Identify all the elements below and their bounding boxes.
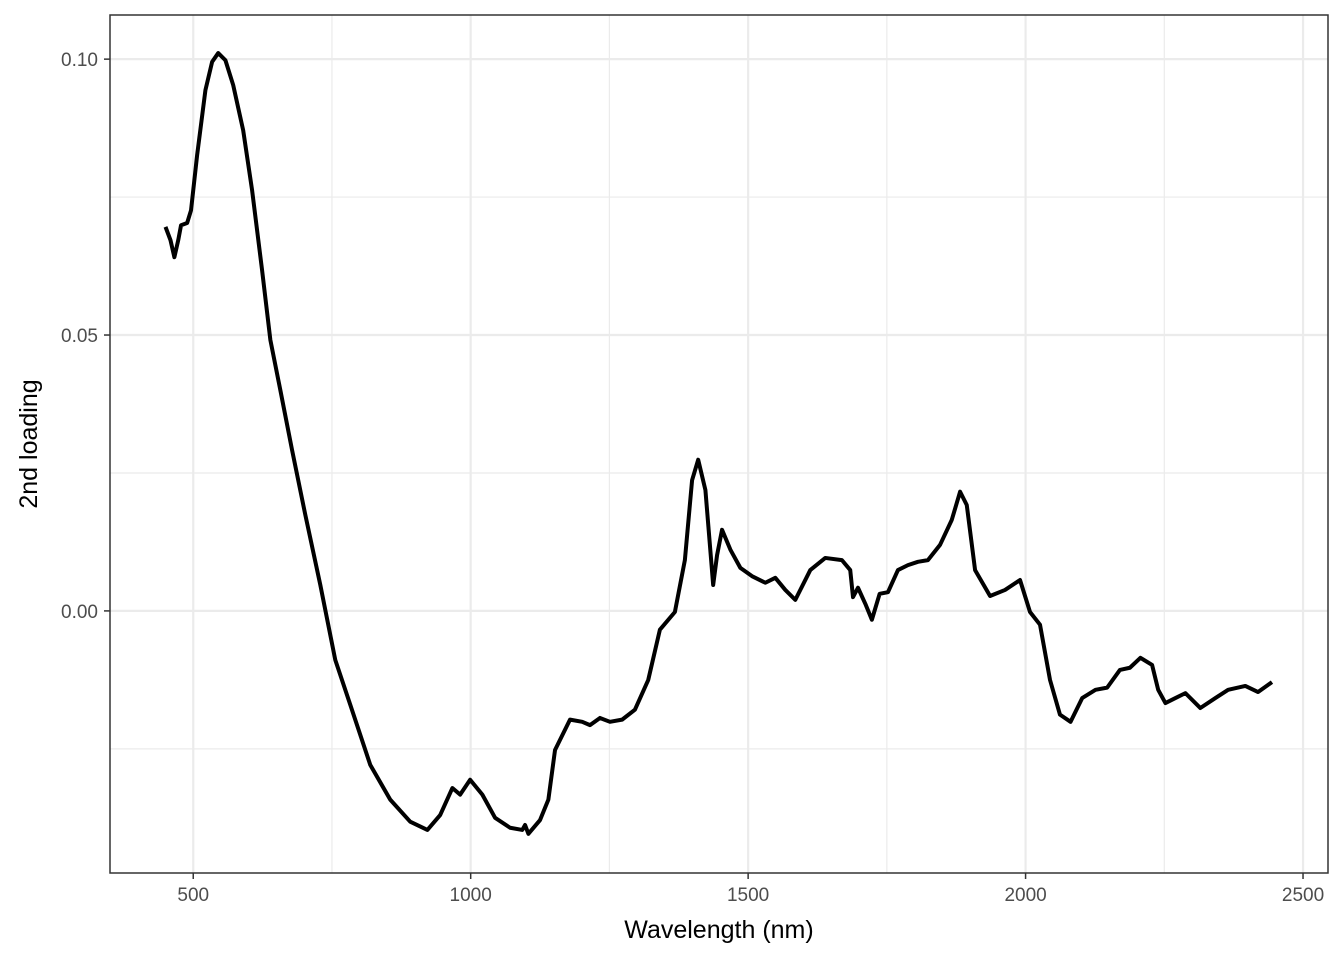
y-tick-label: 0.00 xyxy=(61,602,98,623)
y-tick-label: 0.05 xyxy=(61,326,98,347)
x-axis-title: Wavelength (nm) xyxy=(624,916,813,944)
x-tick-label: 2500 xyxy=(1282,885,1324,906)
x-tick-label: 2000 xyxy=(1004,885,1046,906)
x-tick-label: 1500 xyxy=(727,885,769,906)
x-tick-label: 500 xyxy=(177,885,209,906)
panel-border xyxy=(109,14,1329,874)
data-line xyxy=(163,51,1274,836)
y-axis-title: 2nd loading xyxy=(15,379,43,508)
x-tick-label: 1000 xyxy=(450,885,492,906)
y-tick-label: 0.10 xyxy=(61,50,98,71)
